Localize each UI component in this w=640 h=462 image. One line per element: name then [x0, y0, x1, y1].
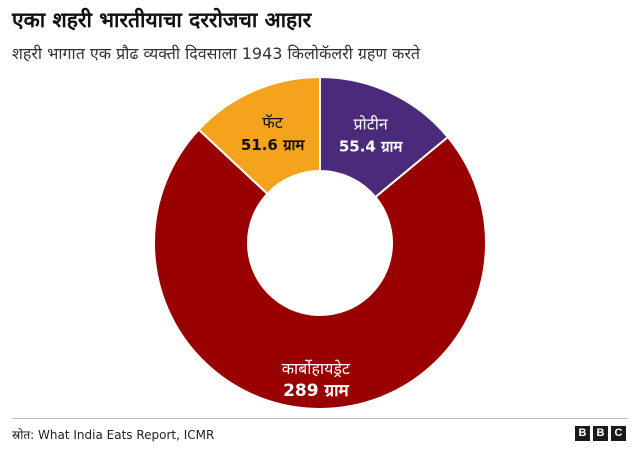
source-note: स्रोत: What India Eats Report, ICMR	[12, 428, 215, 442]
donut-slice-1	[319, 75, 450, 199]
slice-label-3: फॅट	[262, 113, 283, 132]
slice-value-label-2: 289 ग्राम	[283, 381, 349, 401]
slice-label-1: प्रोटीन	[353, 114, 388, 133]
chart-subtitle: शहरी भागात एक प्रौढ व्यक्ती दिवसाला 1943…	[12, 44, 420, 63]
bbc-logo-letter: C	[611, 426, 626, 441]
slice-value-label-3: 51.6 ग्राम	[241, 136, 306, 154]
slice-value-label-1: 55.4 ग्राम	[339, 137, 404, 155]
bbc-logo: B B C	[575, 426, 626, 441]
footer-divider	[12, 418, 628, 419]
bbc-logo-letter: B	[575, 426, 590, 441]
chart-title: एका शहरी भारतीयाचा दररोजचा आहार	[12, 8, 312, 32]
slice-label-2: कार्बोहायड्रेट	[282, 359, 351, 378]
donut-slice-2	[153, 128, 487, 410]
donut-slice-3	[197, 75, 321, 196]
bbc-logo-letter: B	[593, 426, 608, 441]
